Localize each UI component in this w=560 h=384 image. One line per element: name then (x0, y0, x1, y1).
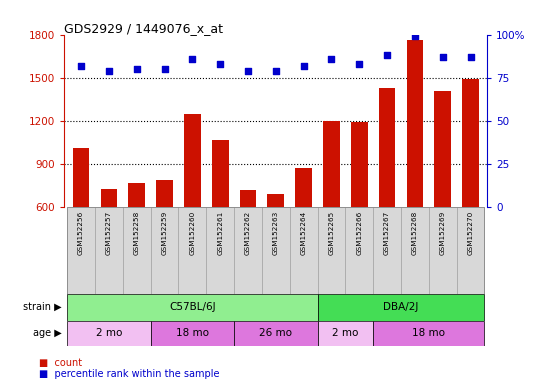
Bar (318, 294, 484, 321)
Bar (212, 140, 228, 207)
Text: GSM152270: GSM152270 (468, 211, 474, 255)
Text: 18 mo: 18 mo (176, 328, 209, 338)
Bar (206, 207, 234, 294)
Bar (67, 321, 151, 346)
Text: C57BL/6J: C57BL/6J (169, 302, 216, 312)
Text: GSM152268: GSM152268 (412, 211, 418, 255)
Bar (346, 207, 373, 294)
Text: 2 mo: 2 mo (332, 328, 358, 338)
Point (410, 33, 419, 40)
Text: GSM152261: GSM152261 (217, 211, 223, 255)
Text: 18 mo: 18 mo (412, 328, 445, 338)
Point (299, 63, 308, 69)
Bar (234, 321, 318, 346)
Point (188, 56, 197, 62)
Bar (268, 194, 284, 207)
Point (382, 52, 391, 58)
Bar (67, 207, 95, 294)
Point (466, 54, 475, 60)
Point (216, 61, 225, 67)
Text: GSM152257: GSM152257 (106, 211, 112, 255)
Text: GSM152269: GSM152269 (440, 211, 446, 255)
Text: DBA/2J: DBA/2J (383, 302, 419, 312)
Bar (67, 294, 318, 321)
Text: GSM152259: GSM152259 (161, 211, 167, 255)
Text: GSM152265: GSM152265 (328, 211, 334, 255)
Bar (407, 40, 423, 207)
Text: GSM152260: GSM152260 (189, 211, 195, 255)
Bar (435, 91, 451, 207)
Bar (290, 207, 318, 294)
Bar (123, 207, 151, 294)
Bar (156, 180, 173, 207)
Bar (179, 207, 206, 294)
Text: 2 mo: 2 mo (96, 328, 122, 338)
Bar (295, 169, 312, 207)
Bar (456, 207, 484, 294)
Bar (184, 114, 200, 207)
Point (244, 68, 253, 74)
Bar (234, 207, 262, 294)
Text: age ▶: age ▶ (33, 328, 62, 338)
Bar (240, 190, 256, 207)
Point (160, 66, 169, 72)
Point (132, 66, 141, 72)
Bar (379, 88, 395, 207)
Point (104, 68, 113, 74)
Bar (151, 321, 234, 346)
Bar (128, 183, 145, 207)
Bar (262, 207, 290, 294)
Bar (462, 79, 479, 207)
Point (271, 68, 280, 74)
Point (438, 54, 447, 60)
Text: GSM152267: GSM152267 (384, 211, 390, 255)
Text: ■  count: ■ count (39, 358, 82, 368)
Point (77, 63, 86, 69)
Text: ■  percentile rank within the sample: ■ percentile rank within the sample (39, 369, 220, 379)
Bar (101, 189, 117, 207)
Bar (318, 207, 346, 294)
Bar (73, 148, 90, 207)
Text: GSM152258: GSM152258 (134, 211, 140, 255)
Text: GDS2929 / 1449076_x_at: GDS2929 / 1449076_x_at (64, 22, 223, 35)
Bar (373, 321, 484, 346)
Text: 26 mo: 26 mo (259, 328, 292, 338)
Bar (373, 207, 401, 294)
Point (327, 56, 336, 62)
Text: GSM152262: GSM152262 (245, 211, 251, 255)
Bar (318, 321, 373, 346)
Bar (323, 121, 340, 207)
Text: strain ▶: strain ▶ (23, 302, 62, 312)
Bar (351, 122, 367, 207)
Text: GSM152256: GSM152256 (78, 211, 84, 255)
Point (355, 61, 364, 67)
Text: GSM152264: GSM152264 (301, 211, 307, 255)
Bar (151, 207, 179, 294)
Bar (429, 207, 456, 294)
Text: GSM152263: GSM152263 (273, 211, 279, 255)
Bar (95, 207, 123, 294)
Text: GSM152266: GSM152266 (356, 211, 362, 255)
Bar (401, 207, 429, 294)
